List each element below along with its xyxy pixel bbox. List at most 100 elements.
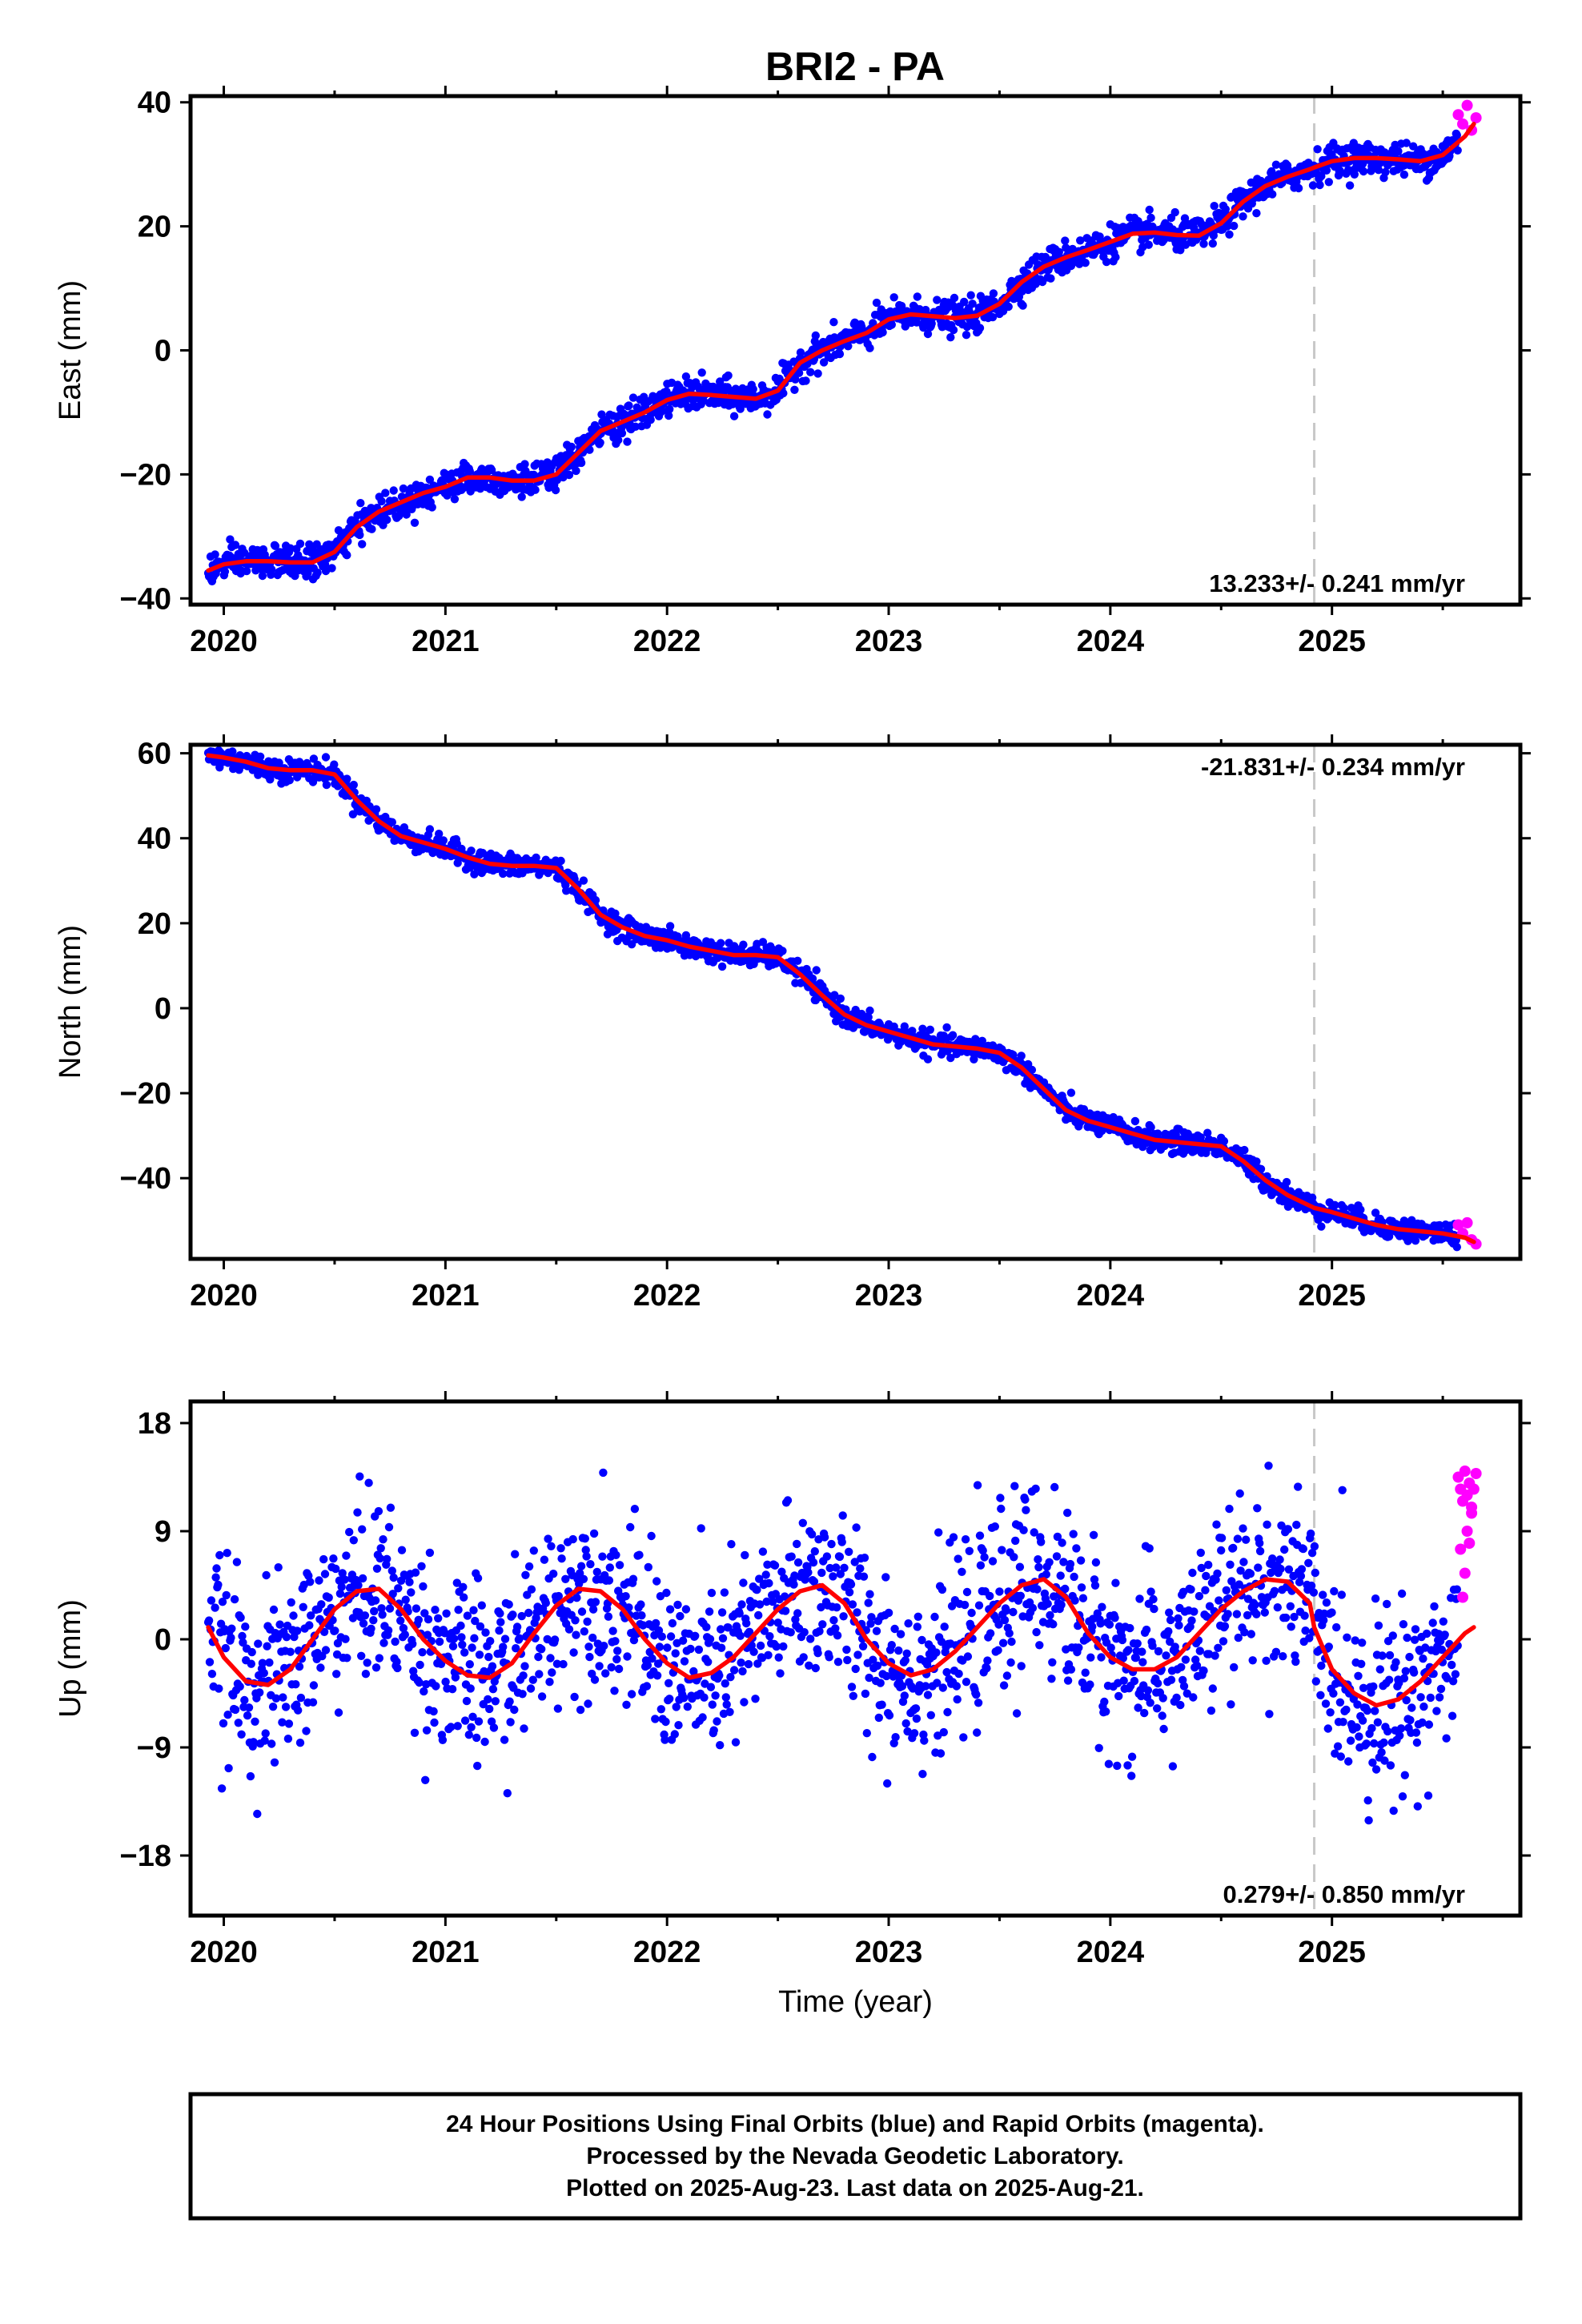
final-point	[1126, 1623, 1134, 1633]
final-point	[1189, 1693, 1198, 1702]
final-point	[954, 1669, 963, 1679]
final-point	[221, 1643, 230, 1653]
final-point	[1330, 1586, 1339, 1596]
final-point	[529, 1546, 538, 1555]
final-point	[518, 1690, 527, 1699]
final-point	[662, 387, 671, 396]
final-point	[1358, 1716, 1367, 1725]
final-point	[1009, 1607, 1018, 1617]
plot-frame-north	[188, 742, 1523, 1261]
final-point	[259, 1669, 268, 1678]
final-point	[636, 1600, 645, 1609]
final-point	[1281, 1613, 1291, 1622]
final-point	[394, 1584, 403, 1593]
final-point	[1134, 1703, 1142, 1712]
final-point	[913, 1622, 922, 1631]
final-point	[512, 1644, 520, 1653]
final-point	[930, 1612, 939, 1622]
final-point	[881, 1573, 890, 1582]
final-point	[789, 1580, 798, 1589]
rate-annotation-north: -21.831+/- 0.234 mm/yr	[1201, 753, 1465, 781]
final-point	[1265, 1710, 1274, 1719]
final-point	[938, 1585, 947, 1594]
y-tick-label: 40	[138, 822, 171, 856]
final-point	[1286, 1602, 1295, 1611]
final-point	[1177, 1663, 1186, 1671]
final-point	[1351, 1636, 1359, 1645]
final-point	[430, 1718, 439, 1727]
final-point	[239, 1638, 247, 1647]
final-point	[846, 1580, 856, 1589]
final-point	[1277, 1521, 1286, 1530]
final-point	[294, 1706, 303, 1715]
final-point	[1081, 259, 1090, 267]
final-point	[318, 1651, 327, 1661]
final-point	[1057, 1600, 1066, 1610]
final-point	[496, 1609, 504, 1618]
final-point	[801, 376, 810, 385]
final-point	[474, 1717, 484, 1726]
final-point	[939, 1727, 949, 1737]
final-point	[1453, 146, 1462, 155]
final-point	[431, 1606, 440, 1614]
final-point	[1054, 247, 1064, 256]
final-point	[401, 1595, 410, 1604]
final-point	[425, 1548, 435, 1558]
x-tick-label: 2021	[412, 1279, 480, 1313]
final-point	[739, 1578, 748, 1587]
final-point	[604, 1612, 613, 1621]
final-point	[531, 485, 540, 494]
final-point	[702, 1622, 711, 1632]
final-point	[921, 1682, 930, 1691]
final-point	[1358, 1638, 1367, 1647]
final-point	[500, 1735, 509, 1744]
final-point	[436, 1659, 446, 1668]
final-point	[383, 1626, 393, 1635]
final-point	[1307, 1549, 1317, 1558]
final-point	[223, 1711, 232, 1719]
y-tick-label: 0	[155, 992, 171, 1026]
final-point	[1140, 1708, 1149, 1718]
final-point	[577, 1607, 587, 1616]
final-point	[271, 1694, 281, 1703]
final-point	[610, 1687, 619, 1695]
final-point	[1207, 1706, 1216, 1715]
final-point	[348, 1614, 358, 1622]
final-point	[903, 1727, 912, 1736]
final-point	[374, 1506, 383, 1516]
final-point	[1287, 1622, 1295, 1631]
final-point	[387, 818, 396, 826]
final-point	[844, 342, 853, 351]
final-point	[581, 1546, 590, 1554]
final-point	[1315, 180, 1324, 190]
plot-area-up	[203, 1401, 1482, 1916]
final-point	[541, 1598, 550, 1607]
final-point	[1076, 1556, 1086, 1565]
final-point	[923, 1691, 933, 1699]
x-tick-label: 2024	[1077, 625, 1145, 658]
final-point	[686, 1644, 695, 1654]
final-point	[1164, 1626, 1173, 1636]
final-point	[872, 1626, 881, 1635]
final-point	[1045, 1558, 1054, 1567]
final-point	[717, 1643, 726, 1652]
rapid-point	[1461, 99, 1473, 111]
final-point	[817, 1602, 825, 1612]
final-point	[1319, 1616, 1328, 1625]
final-point	[946, 333, 955, 342]
final-point	[589, 1529, 599, 1538]
final-point	[1188, 1568, 1197, 1578]
final-point	[1201, 1586, 1210, 1594]
final-point	[644, 1562, 652, 1572]
final-point	[646, 416, 655, 424]
final-point	[1370, 1739, 1379, 1748]
final-point	[643, 1661, 652, 1670]
final-point	[317, 1600, 326, 1609]
final-point	[1004, 302, 1013, 312]
final-point	[1187, 1616, 1196, 1625]
final-point	[591, 895, 600, 905]
final-point	[520, 460, 529, 468]
final-point	[798, 1518, 807, 1528]
final-point	[621, 1592, 630, 1601]
final-point	[224, 1763, 233, 1773]
